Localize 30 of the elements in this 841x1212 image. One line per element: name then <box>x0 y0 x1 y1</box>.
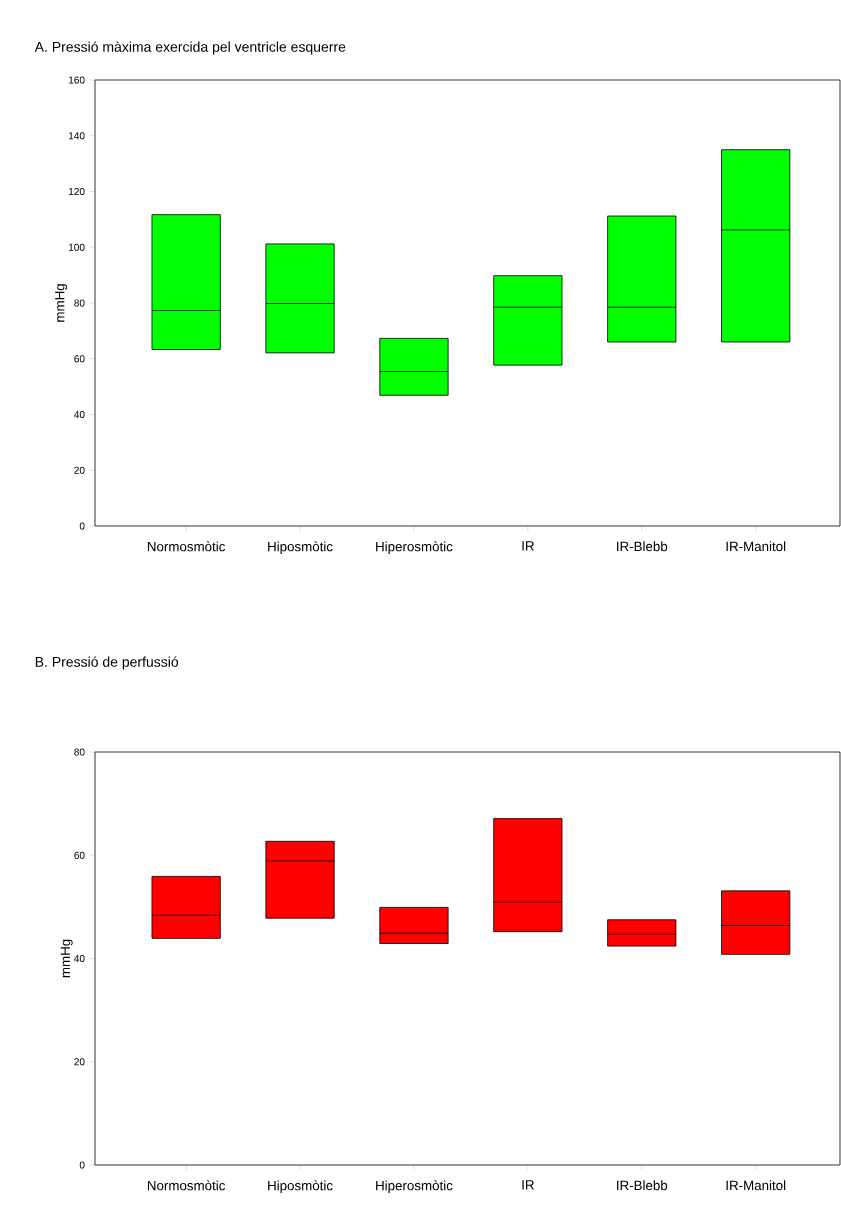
x-tick-label: Normosmòtic <box>147 541 226 552</box>
y-tick-label: 20 <box>74 1058 85 1066</box>
y-tick-label: 20 <box>74 466 85 474</box>
y-tick-label: 160 <box>69 76 85 84</box>
x-tick-label: Normosmòtic <box>147 1180 226 1191</box>
y-tick-label: 140 <box>69 132 85 140</box>
y-tick-label: 0 <box>79 1161 85 1169</box>
y-tick-label: 80 <box>74 748 85 756</box>
x-tick-label: Hiperosmòtic <box>376 541 453 554</box>
chart-title: B. Pressió de perfussió <box>35 656 179 670</box>
y-tick-label: 0 <box>79 522 85 530</box>
x-tick-label: IR-Manitol <box>726 1180 786 1191</box>
y-tick-label: 40 <box>74 954 85 963</box>
y-tick-label: 60 <box>74 851 85 859</box>
x-tick-label: Hiperosmòtic <box>376 1180 453 1193</box>
y-tick-label: 120 <box>69 187 85 196</box>
x-tick-label: IR <box>522 541 534 551</box>
y-tick-label: 100 <box>69 243 85 251</box>
y-tick-label: 80 <box>74 299 85 307</box>
x-tick-label: IR-Blebb <box>617 1180 668 1191</box>
x-tick-label: Hiposmòtic <box>268 541 333 554</box>
x-tick-label: IR-Manitol <box>726 541 786 552</box>
y-axis-title: mmHg <box>55 284 68 322</box>
x-tick-label: IR-Blebb <box>617 541 668 552</box>
y-tick-label: 60 <box>74 355 85 363</box>
x-tick-label: IR <box>522 1180 534 1190</box>
y-tick-label: 40 <box>74 410 85 419</box>
chart-title: A. Pressió màxima exercida pel ventricle esquerre <box>34 41 346 55</box>
y-axis-title: mmHg <box>60 939 73 978</box>
x-tick-label: Hiposmòtic <box>268 1180 333 1193</box>
